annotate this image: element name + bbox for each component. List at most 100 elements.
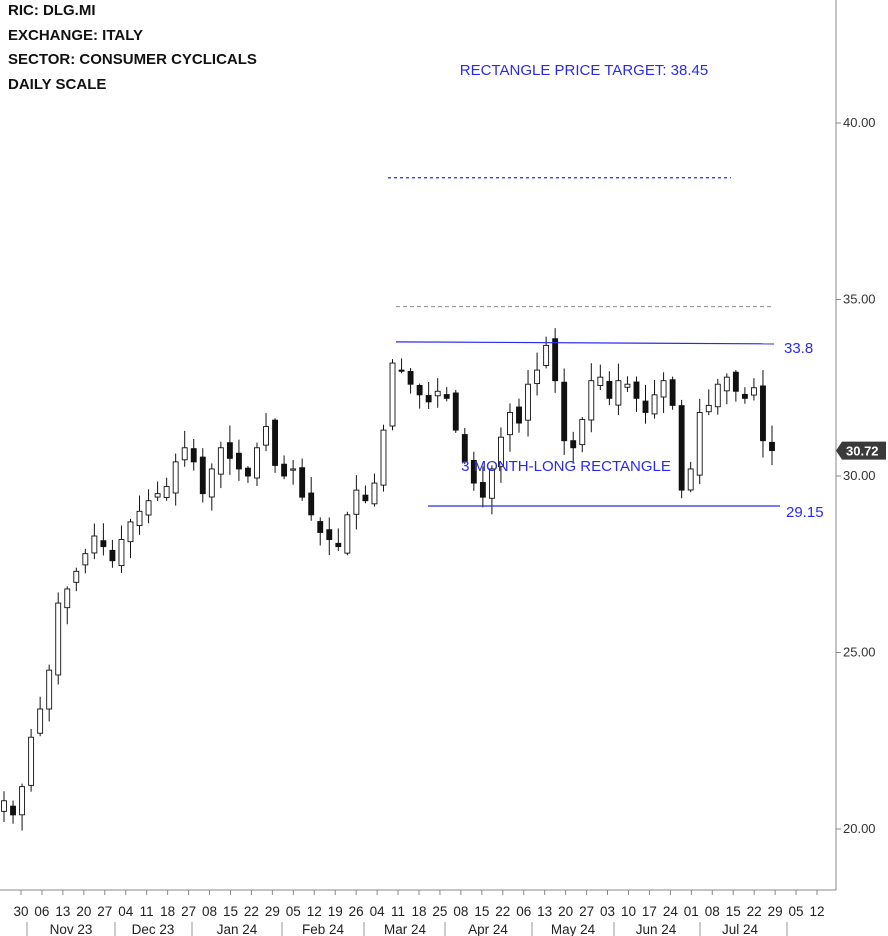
candle-body — [769, 441, 775, 452]
candle-body — [633, 381, 640, 399]
x-day-label: 11 — [391, 904, 405, 919]
candle-body — [651, 394, 658, 415]
candle-body — [118, 539, 125, 567]
last-price-label: 30.72 — [846, 444, 879, 459]
candle-body — [723, 376, 730, 392]
header-sector: SECTOR: CONSUMER CYCLICALS — [8, 51, 257, 68]
candle-body — [127, 521, 134, 543]
candle-body — [470, 460, 477, 484]
y-tick-label: 35.00 — [843, 292, 876, 307]
x-day-label: 30 — [13, 904, 28, 919]
candle-body — [461, 434, 468, 463]
candle-body — [163, 486, 170, 498]
candle-body — [516, 406, 522, 424]
candle-body — [235, 452, 242, 470]
rectangle-label: 3 MONTH-LONG RECTANGLE — [461, 458, 671, 475]
candle-body — [73, 570, 80, 583]
x-month-label: Mar 24 — [384, 922, 427, 936]
x-month-label: Dec 23 — [132, 922, 175, 936]
candle-body — [660, 380, 667, 398]
candle-body — [678, 405, 685, 491]
header-exchange: EXCHANGE: ITALY — [8, 27, 144, 44]
candle-body — [543, 344, 550, 366]
candle-body — [55, 602, 62, 676]
candle-body — [687, 468, 694, 491]
x-day-label: 08 — [453, 904, 468, 919]
candle-body — [145, 500, 152, 516]
candle-body — [344, 514, 351, 554]
x-month-label: Feb 24 — [302, 922, 345, 936]
candle-body — [705, 404, 712, 413]
x-day-label: 25 — [432, 904, 447, 919]
x-day-label: 11 — [140, 904, 154, 919]
y-tick-label: 30.00 — [843, 468, 876, 483]
candle-body — [208, 468, 215, 498]
candle-body — [172, 461, 179, 494]
candle-body — [380, 429, 387, 486]
candle-body — [281, 463, 288, 477]
x-day-label: 08 — [705, 904, 720, 919]
candle-body — [226, 442, 233, 459]
candle-body — [371, 482, 378, 505]
candle-body — [109, 549, 116, 562]
candle-body — [91, 535, 98, 554]
x-day-label: 04 — [118, 904, 134, 919]
candle-body — [750, 387, 757, 396]
header-ric: RIC: DLG.MI — [8, 2, 96, 19]
candle-body — [245, 467, 251, 477]
x-day-label: 06 — [516, 904, 531, 919]
candle-body — [100, 540, 107, 548]
candle-body — [597, 376, 604, 387]
candle-body — [552, 338, 559, 382]
x-day-label: 27 — [579, 904, 594, 919]
candle-body — [507, 412, 513, 436]
candle-body — [326, 529, 333, 540]
last-price-tag — [836, 441, 886, 460]
candle-body — [181, 447, 188, 461]
candle-body — [416, 384, 423, 396]
candle-body — [10, 805, 16, 816]
price-target-label: RECTANGLE PRICE TARGET: 38.45 — [460, 62, 708, 79]
x-day-label: 08 — [202, 904, 217, 919]
y-tick-label: 20.00 — [843, 821, 876, 836]
x-day-label: 18 — [411, 904, 426, 919]
candle-body — [425, 395, 432, 403]
x-day-label: 20 — [76, 904, 91, 919]
candle-body — [46, 669, 53, 710]
x-day-label: 20 — [558, 904, 573, 919]
x-month-label: Jan 24 — [217, 922, 258, 936]
x-month-label: Nov 23 — [50, 922, 93, 936]
x-day-label: 10 — [621, 904, 636, 919]
candle-body — [290, 468, 297, 471]
candle-body — [696, 412, 703, 476]
x-day-label: 15 — [726, 904, 741, 919]
y-tick-label: 40.00 — [843, 115, 876, 130]
x-day-label: 05 — [789, 904, 804, 919]
candle-body — [362, 494, 369, 502]
candle-body — [299, 467, 306, 498]
x-day-label: 15 — [223, 904, 238, 919]
x-day-label: 18 — [160, 904, 175, 919]
x-day-label: 22 — [747, 904, 762, 919]
x-day-label: 24 — [663, 904, 679, 919]
candle-body — [669, 379, 676, 406]
x-day-label: 01 — [684, 904, 699, 919]
candle-body — [136, 510, 143, 527]
candle-body — [82, 553, 89, 566]
candle-body — [217, 447, 224, 475]
candle-body — [624, 383, 631, 388]
resistance-label: 33.8 — [784, 340, 813, 357]
candle-body — [498, 436, 504, 468]
support-label: 29.15 — [786, 504, 824, 521]
candle-body — [443, 394, 450, 399]
y-tick-label: 25.00 — [843, 645, 876, 660]
candle-body — [525, 383, 531, 421]
header-scale: DAILY SCALE — [8, 76, 107, 93]
candle-body — [488, 468, 495, 499]
candle-body — [272, 419, 278, 466]
candle-body — [353, 489, 360, 515]
x-day-label: 03 — [600, 904, 615, 919]
candle-body — [479, 482, 486, 498]
x-month-label: May 24 — [551, 922, 596, 936]
